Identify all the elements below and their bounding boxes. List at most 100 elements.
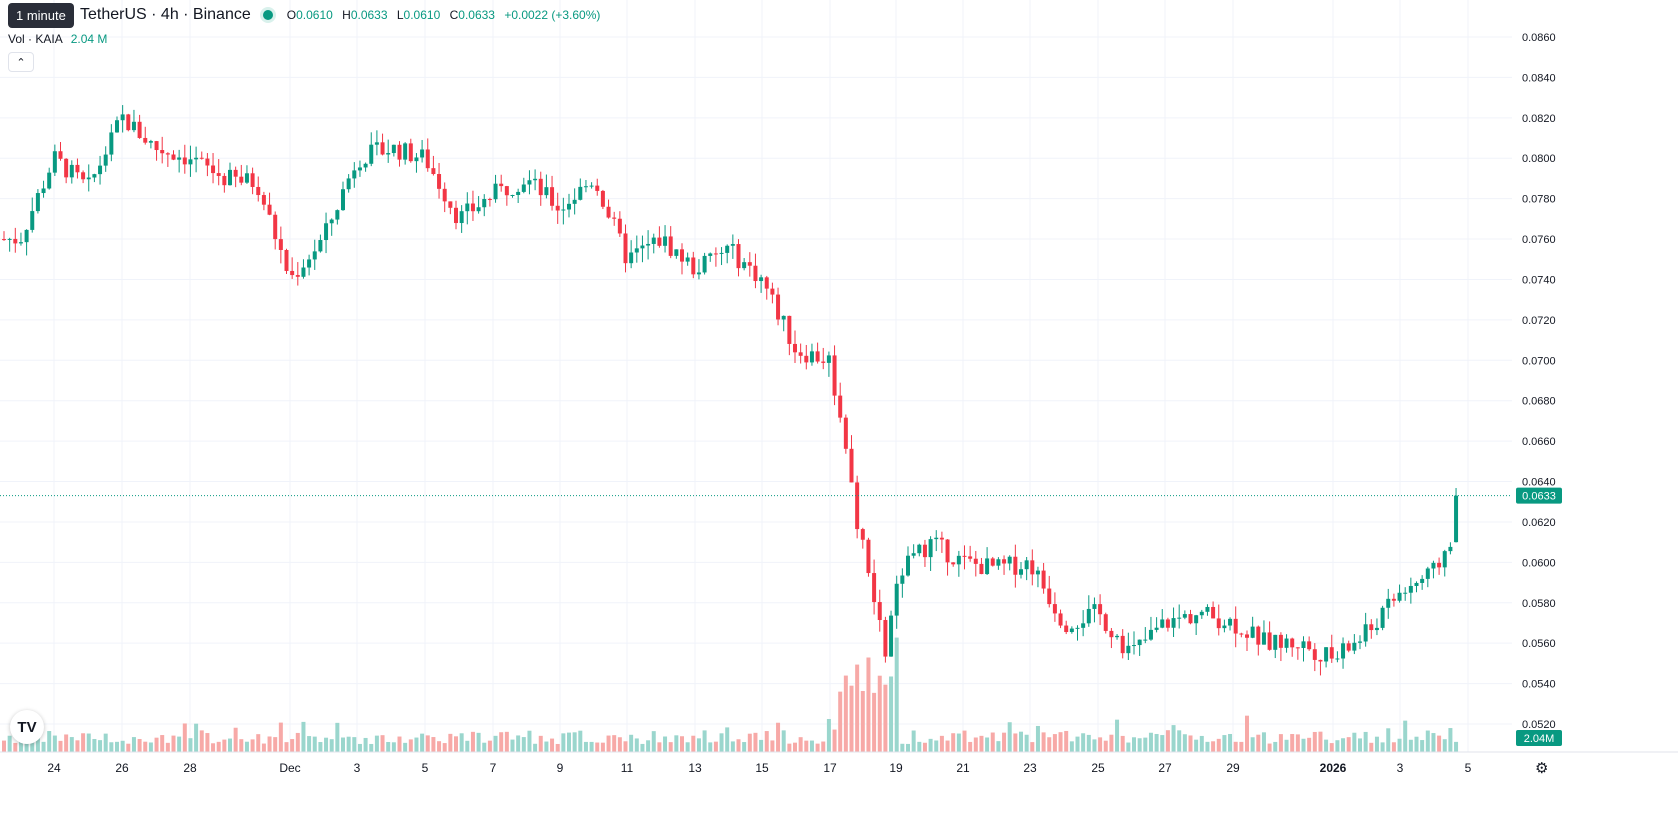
volume-bar[interactable] — [363, 737, 368, 752]
volume-bar[interactable] — [493, 735, 498, 752]
volume-bar[interactable] — [843, 675, 848, 752]
volume-bar[interactable] — [730, 741, 735, 752]
volume-bar[interactable] — [1002, 732, 1007, 752]
candle-body[interactable] — [832, 355, 837, 396]
volume-bar[interactable] — [1391, 742, 1396, 752]
candle-body[interactable] — [199, 157, 204, 159]
volume-bar[interactable] — [600, 742, 605, 752]
candle-body[interactable] — [668, 236, 673, 256]
candle-body[interactable] — [877, 602, 882, 621]
candle-body[interactable] — [527, 180, 532, 185]
candle-body[interactable] — [798, 352, 803, 356]
volume-bar[interactable] — [2, 740, 6, 752]
candle-body[interactable] — [1047, 588, 1052, 605]
volume-bar[interactable] — [374, 735, 379, 752]
volume-bar[interactable] — [86, 733, 91, 752]
volume-bar[interactable] — [92, 738, 97, 752]
volume-bar[interactable] — [1358, 738, 1362, 752]
volume-bar[interactable] — [194, 723, 199, 752]
candle-body[interactable] — [521, 184, 526, 192]
candle-body[interactable] — [442, 188, 447, 202]
candle-body[interactable] — [550, 187, 555, 206]
volume-bar[interactable] — [747, 733, 752, 752]
volume-bar[interactable] — [261, 743, 266, 752]
volume-bar[interactable] — [380, 735, 385, 752]
candle-body[interactable] — [431, 168, 436, 175]
candle-body[interactable] — [742, 262, 747, 269]
volume-bar[interactable] — [578, 730, 583, 752]
candle-body[interactable] — [408, 143, 413, 162]
candle-body[interactable] — [555, 205, 560, 211]
candle-body[interactable] — [312, 251, 317, 260]
candle-body[interactable] — [793, 343, 797, 353]
candle-body[interactable] — [1437, 562, 1442, 568]
candle-body[interactable] — [1143, 639, 1148, 641]
volume-bar[interactable] — [855, 664, 860, 752]
candle-body[interactable] — [1312, 649, 1317, 660]
candle-body[interactable] — [1052, 604, 1057, 614]
candle-body[interactable] — [736, 244, 741, 269]
volume-bar[interactable] — [256, 734, 261, 752]
candle-body[interactable] — [990, 558, 995, 566]
volume-bar[interactable] — [527, 730, 532, 752]
tradingview-logo-icon[interactable]: TV — [10, 710, 44, 744]
volume-bar[interactable] — [872, 692, 877, 752]
candle-body[interactable] — [216, 173, 221, 176]
volume-bar[interactable] — [1058, 732, 1063, 752]
candle-body[interactable] — [1397, 592, 1402, 601]
volume-bar[interactable] — [634, 738, 639, 752]
candle-body[interactable] — [261, 195, 266, 205]
candle-body[interactable] — [397, 144, 402, 160]
candle-body[interactable] — [804, 355, 809, 363]
candle-body[interactable] — [52, 151, 57, 173]
volume-bar[interactable] — [1386, 728, 1391, 752]
candle-body[interactable] — [600, 190, 605, 207]
symbol-title[interactable]: TetherUS · 4h · Binance — [80, 6, 251, 23]
candle-body[interactable] — [979, 563, 984, 575]
volume-bar[interactable] — [35, 730, 40, 752]
volume-bar[interactable] — [391, 742, 396, 752]
volume-bar[interactable] — [1154, 733, 1159, 752]
candle-body[interactable] — [154, 141, 159, 151]
candle-body[interactable] — [1115, 635, 1120, 638]
volume-bar[interactable] — [64, 734, 69, 752]
volume-bar[interactable] — [1047, 737, 1052, 752]
candle-body[interactable] — [883, 620, 888, 657]
volume-bar[interactable] — [1318, 731, 1323, 752]
candle-body[interactable] — [657, 237, 662, 246]
volume-bar[interactable] — [126, 743, 131, 752]
volume-bar[interactable] — [815, 743, 820, 752]
volume-bar[interactable] — [75, 740, 80, 752]
volume-bar[interactable] — [906, 743, 910, 752]
volume-bar[interactable] — [1205, 741, 1210, 752]
candle-body[interactable] — [148, 141, 153, 143]
volume-bar[interactable] — [109, 742, 114, 752]
candle-body[interactable] — [1346, 643, 1351, 651]
candle-body[interactable] — [18, 242, 23, 244]
candle-body[interactable] — [1335, 658, 1340, 660]
volume-bar[interactable] — [589, 741, 594, 752]
volume-bar[interactable] — [736, 739, 741, 752]
candle-body[interactable] — [1035, 570, 1040, 575]
candle-body[interactable] — [1081, 623, 1086, 628]
volume-bar[interactable] — [171, 735, 176, 752]
volume-bar[interactable] — [1425, 730, 1430, 752]
volume-bar[interactable] — [154, 737, 159, 752]
candle-body[interactable] — [764, 277, 769, 289]
candle-body[interactable] — [809, 351, 814, 363]
candle-body[interactable] — [1064, 625, 1069, 633]
volume-bar[interactable] — [13, 742, 18, 752]
volume-bar[interactable] — [239, 739, 244, 752]
candle-body[interactable] — [1358, 641, 1362, 643]
candle-body[interactable] — [962, 555, 967, 557]
volume-bar[interactable] — [431, 737, 436, 752]
volume-bar[interactable] — [561, 733, 566, 752]
volume-bar[interactable] — [663, 736, 668, 752]
volume-bar[interactable] — [30, 738, 35, 752]
volume-bar[interactable] — [1041, 732, 1046, 752]
candle-body[interactable] — [572, 199, 577, 204]
volume-bar[interactable] — [211, 743, 216, 752]
volume-bar[interactable] — [606, 735, 611, 752]
volume-bar[interactable] — [18, 736, 23, 752]
volume-bar[interactable] — [1301, 738, 1306, 752]
